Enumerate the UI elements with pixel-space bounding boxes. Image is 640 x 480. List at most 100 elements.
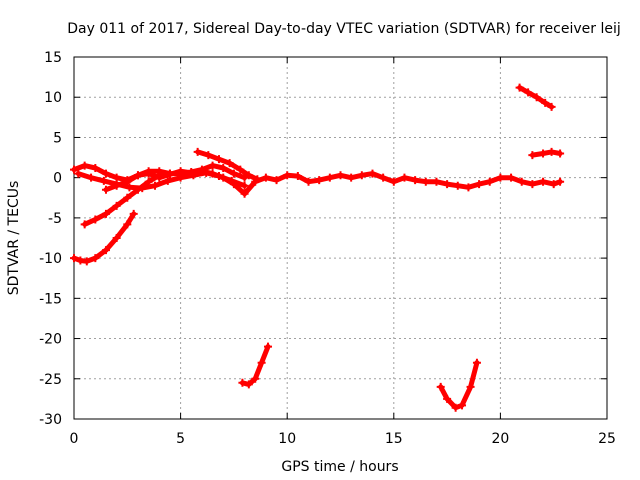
data-point <box>112 234 121 242</box>
data-point <box>368 169 377 178</box>
data-point <box>539 149 548 158</box>
data-point <box>80 161 89 170</box>
data-point <box>261 173 270 182</box>
data-point <box>129 209 138 218</box>
data-point <box>443 394 452 403</box>
data-point <box>528 151 537 160</box>
chart-title: Day 011 of 2017, Sidereal Day-to-day VTE… <box>67 21 621 37</box>
data-point <box>472 358 481 367</box>
data-point <box>541 98 550 107</box>
data-point <box>547 102 556 111</box>
data-point <box>347 173 356 182</box>
data-point <box>123 220 132 229</box>
data-point <box>240 181 249 190</box>
y-tick-label: -5 <box>48 211 62 227</box>
data-point <box>144 167 153 176</box>
y-tick-label: -10 <box>39 251 62 267</box>
data-point <box>515 83 524 92</box>
data-point <box>187 168 196 177</box>
y-tick-label: -25 <box>39 372 62 388</box>
axis-ticks: 0 5 10 15 20 25 -30 -25 -20 -15 -10 -5 0 5 10 15 <box>39 50 616 447</box>
data-point <box>466 382 475 391</box>
data-point <box>70 165 78 174</box>
data-point <box>264 342 273 351</box>
data-point <box>556 149 565 158</box>
data-point <box>227 176 236 185</box>
data-point <box>421 177 430 186</box>
data-point <box>400 173 409 182</box>
y-tick-label: -30 <box>39 412 62 428</box>
data-point <box>251 374 260 383</box>
grid-lines <box>74 57 607 419</box>
data-point <box>82 257 91 266</box>
data-point <box>357 171 366 180</box>
data-point <box>443 180 452 189</box>
data-point <box>91 254 100 263</box>
series-trace-9 <box>515 83 556 111</box>
data-point <box>163 176 172 185</box>
data-point <box>304 177 313 186</box>
data-point <box>257 358 266 367</box>
data-point <box>112 201 121 210</box>
data-point <box>485 177 494 186</box>
data-point <box>225 159 234 168</box>
data-point <box>379 173 388 182</box>
data-point <box>193 147 202 156</box>
y-tick-label: -20 <box>39 332 62 348</box>
x-tick-label: 15 <box>385 431 403 447</box>
data-point <box>549 180 558 189</box>
data-point <box>283 171 292 180</box>
x-tick-label: 25 <box>598 431 616 447</box>
data-point <box>539 177 548 186</box>
series-trace-6 <box>193 147 262 184</box>
data-point <box>214 172 223 181</box>
data-point <box>458 401 467 410</box>
data-point <box>74 169 83 178</box>
data-point <box>547 147 556 156</box>
y-tick-label: 0 <box>53 171 62 187</box>
data-point <box>253 175 262 184</box>
data-point <box>315 176 324 185</box>
data-point <box>125 183 134 192</box>
series-line <box>71 211 137 264</box>
data-point <box>517 177 526 186</box>
series-trace-10 <box>528 147 565 160</box>
data-point <box>87 173 96 182</box>
data-point <box>176 169 185 178</box>
data-point <box>240 189 249 198</box>
data-point <box>432 177 441 186</box>
series-trace-7 <box>238 342 273 389</box>
data-point <box>133 185 142 194</box>
series-trace-4 <box>80 169 174 229</box>
data-point <box>144 177 153 186</box>
data-point <box>204 151 213 160</box>
data-point <box>532 93 541 102</box>
y-tick-label: 5 <box>53 130 62 146</box>
series-trace-8 <box>436 358 481 412</box>
data-point <box>451 403 460 412</box>
data-point <box>91 164 100 173</box>
data-point <box>101 246 110 255</box>
data-point <box>133 171 142 180</box>
data-point <box>99 176 108 185</box>
data-point <box>101 209 110 218</box>
data-point <box>325 173 334 182</box>
data-point <box>244 380 253 389</box>
data-point <box>101 185 110 194</box>
data-point <box>453 181 462 190</box>
data-point <box>236 165 245 174</box>
x-tick-label: 0 <box>70 431 79 447</box>
data-point <box>214 155 223 164</box>
data-point <box>496 173 505 182</box>
data-point <box>293 172 302 181</box>
data-point <box>507 173 516 182</box>
y-axis-title: SDTVAR / TECUs <box>6 181 22 296</box>
series-trace-1 <box>70 161 565 198</box>
data-point <box>112 181 121 190</box>
plot-frame <box>73 56 608 420</box>
data-point <box>219 164 228 173</box>
data-point <box>208 161 217 170</box>
data-point <box>197 165 206 174</box>
data-point <box>165 169 174 178</box>
